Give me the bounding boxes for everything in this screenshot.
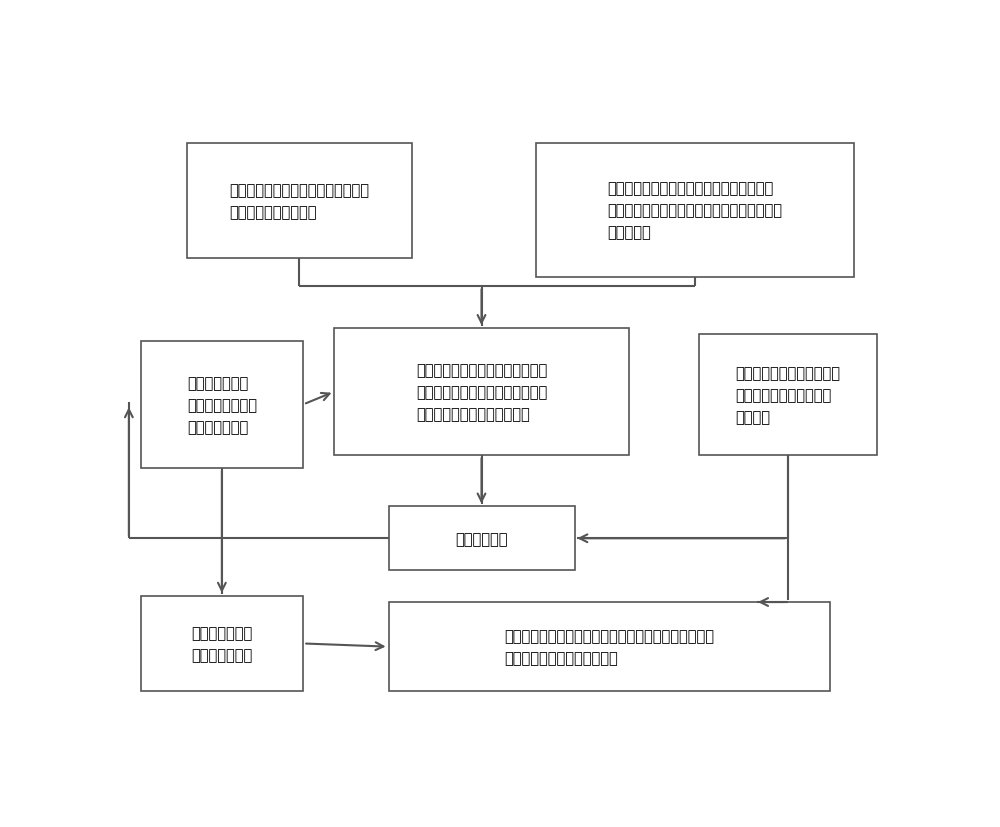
- Text: 系统通过网络自动读取最新数据，最终以界面形式展示
常见的观赏性植物的花期预报: 系统通过网络自动读取最新数据，最终以界面形式展示 常见的观赏性植物的花期预报: [504, 629, 714, 666]
- Bar: [334, 328, 629, 456]
- Bar: [388, 507, 574, 571]
- Bar: [140, 342, 303, 469]
- Bar: [388, 602, 830, 691]
- Bar: [536, 144, 854, 278]
- Text: 若花期误差超过
一旬，则返回重新
筛选权重大因子: 若花期误差超过 一旬，则返回重新 筛选权重大因子: [187, 375, 257, 434]
- Text: 时更新气象数据：利用部署在天气网站服务
器上的自建服务，抓取所需元素，存入数据并
更新数据库: 时更新气象数据：利用部署在天气网站服务 器上的自建服务，抓取所需元素，存入数据并…: [607, 181, 782, 241]
- Bar: [140, 596, 303, 691]
- Bar: [187, 144, 412, 258]
- Text: 用儒略日的方法计算物候日期，按
旬、月计算平均有效积温，用逐步
回归的方法建立花期预报模型: 用儒略日的方法计算物候日期，按 旬、月计算平均有效积温，用逐步 回归的方法建立花…: [416, 362, 547, 422]
- Text: 若花期误差未超
过一旬，则输出: 若花期误差未超 过一旬，则输出: [191, 625, 252, 662]
- Bar: [698, 335, 877, 456]
- Text: 未来气候数据存入数据库，
代入到每种植物不同的预
报模型中: 未来气候数据存入数据库， 代入到每种植物不同的预 报模型中: [735, 366, 840, 425]
- Text: 代入数据检验: 代入数据检验: [455, 531, 508, 546]
- Text: 获取历史日均温数据：整理南京市花
期资料中整理气象数据: 获取历史日均温数据：整理南京市花 期资料中整理气象数据: [229, 183, 369, 220]
